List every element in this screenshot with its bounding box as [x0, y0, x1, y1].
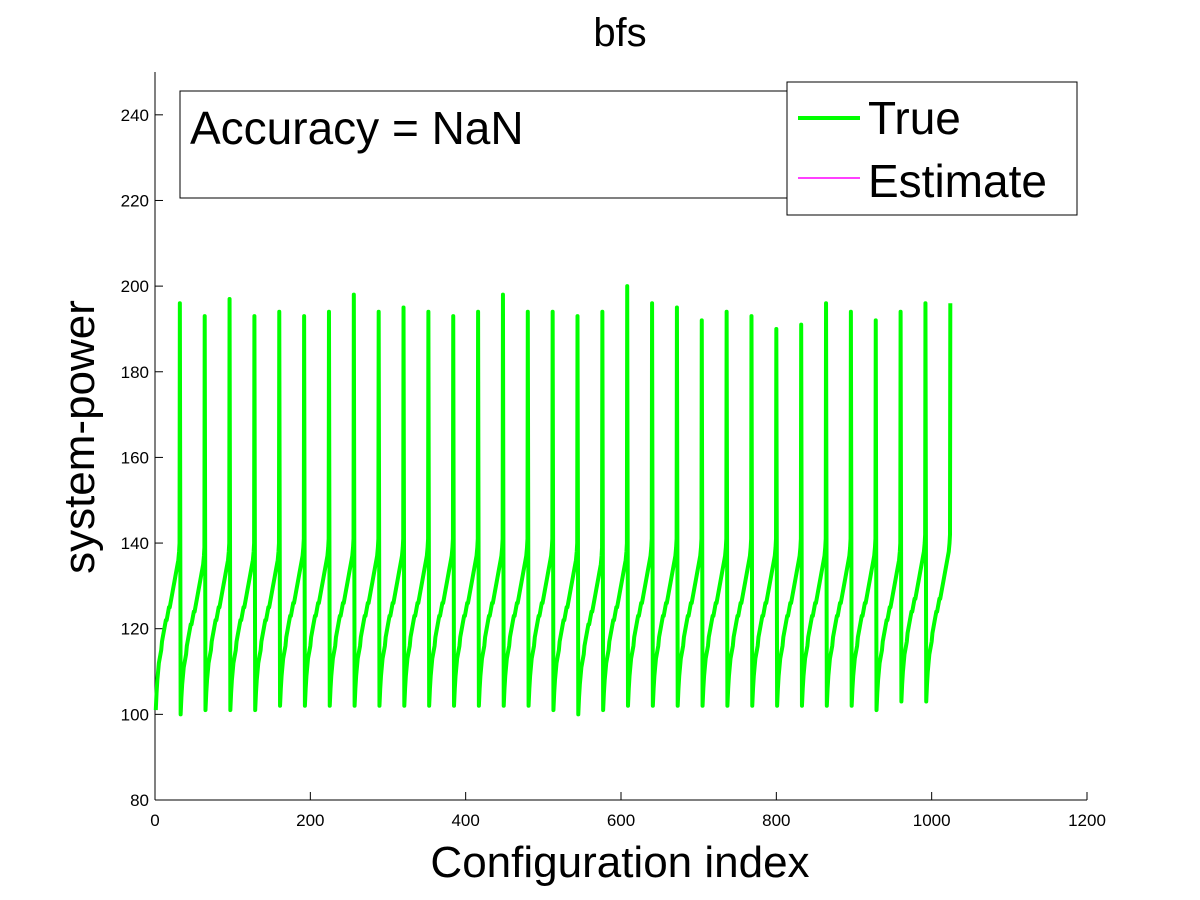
y-tick-label: 140: [121, 534, 149, 553]
x-tick-label: 200: [296, 811, 324, 830]
y-tick-label: 200: [121, 277, 149, 296]
legend: True Estimate: [786, 81, 1078, 216]
series-line-true: [153, 284, 953, 717]
x-tick-label: 0: [150, 811, 159, 830]
x-axis-label: Configuration index: [430, 838, 809, 887]
legend-label-estimate: Estimate: [868, 155, 1047, 207]
x-tick-label: 800: [762, 811, 790, 830]
y-tick-label: 160: [121, 448, 149, 467]
chart-title: bfs: [593, 11, 646, 55]
y-axis-label: system-power: [55, 300, 104, 574]
x-tick-label: 1200: [1068, 811, 1106, 830]
x-tick-label: 600: [607, 811, 635, 830]
y-tick-label: 180: [121, 363, 149, 382]
accuracy-annotation: Accuracy = NaN: [190, 102, 524, 154]
annotation-box: Accuracy = NaN: [179, 90, 815, 199]
legend-label-true: True: [868, 92, 961, 144]
y-tick-label: 220: [121, 191, 149, 210]
y-tick-label: 240: [121, 106, 149, 125]
y-tick-label: 80: [130, 791, 149, 810]
y-tick-label: 100: [121, 705, 149, 724]
x-tick-label: 1000: [913, 811, 951, 830]
series-group: [153, 284, 953, 717]
y-tick-label: 120: [121, 620, 149, 639]
tick-group: 0 200 400 600 800 1000 1200 80 100 120 140 160 180 20…: [121, 106, 1106, 830]
x-tick-label: 400: [451, 811, 479, 830]
legend-frame: [786, 81, 1078, 216]
